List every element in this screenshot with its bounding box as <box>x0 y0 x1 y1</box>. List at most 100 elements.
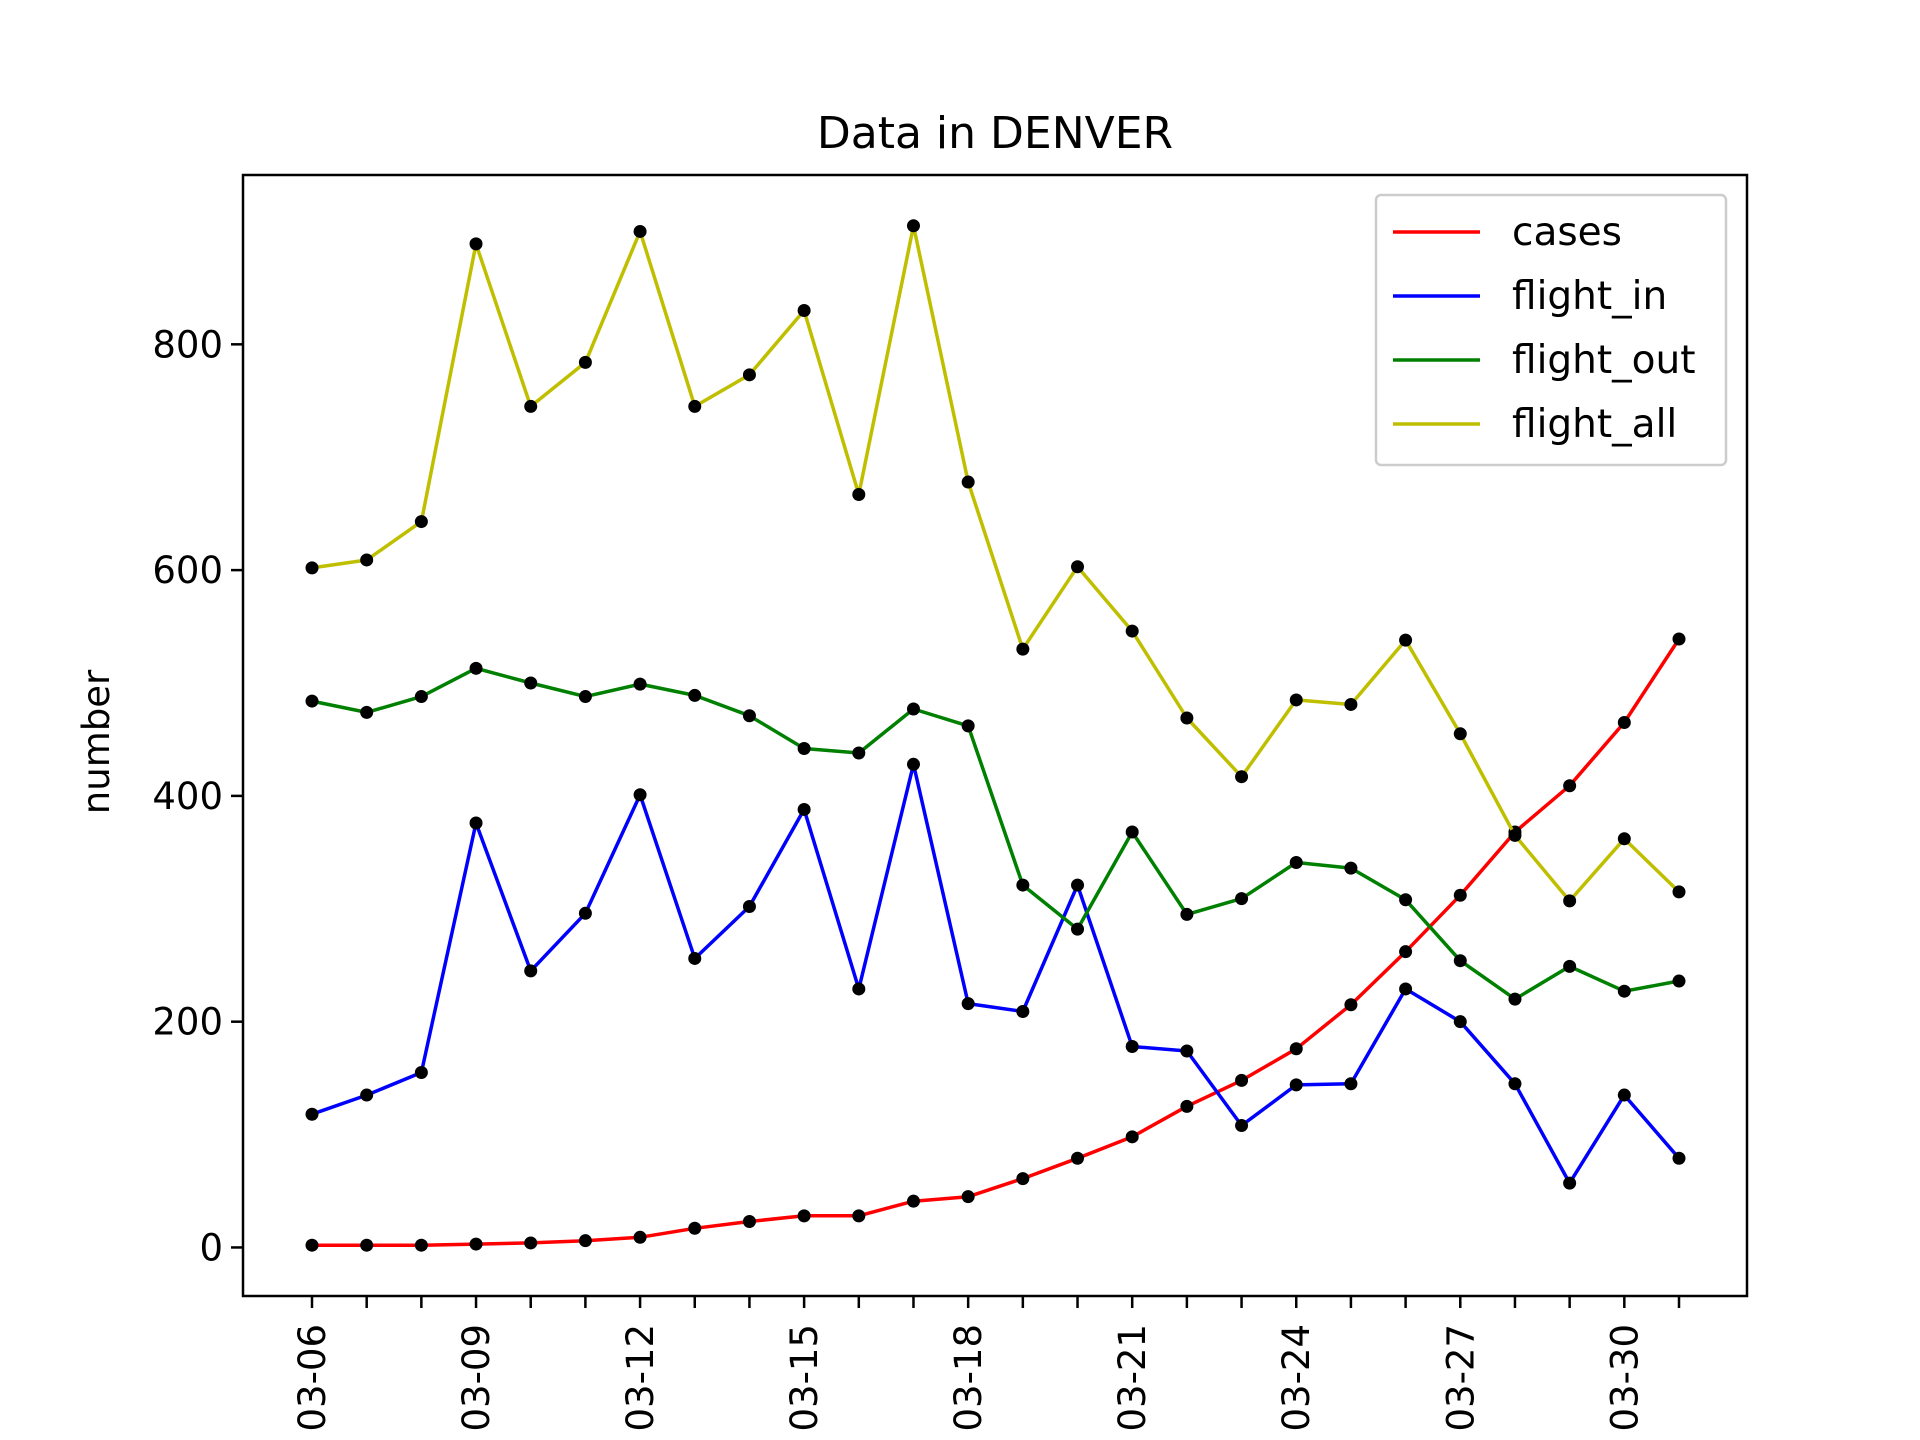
x-tick-label: 03-21 <box>1111 1324 1154 1432</box>
series-line <box>311 224 1681 903</box>
data-point <box>414 690 428 704</box>
data-point <box>1125 825 1139 839</box>
y-axis-label: number <box>75 669 118 814</box>
data-point <box>1508 992 1522 1006</box>
data-point <box>1508 1077 1522 1091</box>
data-point <box>524 399 538 413</box>
data-point <box>1508 828 1522 842</box>
data-point <box>1672 974 1686 988</box>
data-point <box>305 1238 319 1252</box>
series-line <box>311 762 1681 1185</box>
series-line <box>311 666 1680 1001</box>
data-point <box>852 1209 866 1223</box>
data-point <box>1344 998 1358 1012</box>
data-point <box>524 964 538 978</box>
data-point <box>1289 1042 1303 1056</box>
data-point <box>852 487 866 501</box>
data-point <box>1235 1119 1249 1133</box>
legend-label: flight_in <box>1512 274 1667 319</box>
data-point <box>1125 1130 1139 1144</box>
data-point <box>961 475 975 489</box>
y-tick-label: 800 <box>152 323 223 366</box>
data-point <box>906 702 920 716</box>
data-point <box>1617 984 1631 998</box>
x-tick-label: 03-18 <box>947 1324 990 1432</box>
data-point <box>1672 885 1686 899</box>
data-point <box>797 1209 811 1223</box>
legend-label: flight_all <box>1512 402 1677 447</box>
series-flight_all <box>305 219 1686 908</box>
data-point <box>469 661 483 675</box>
data-point <box>1289 1078 1303 1092</box>
legend: cases flight_in flight_out flight_all <box>1374 193 1728 467</box>
data-point <box>1180 711 1194 725</box>
series-layer <box>305 219 1686 1252</box>
data-point <box>1563 959 1577 973</box>
chart-title: Data in DENVER <box>817 108 1173 159</box>
data-point <box>852 982 866 996</box>
series-flight_out <box>305 661 1686 1006</box>
data-point <box>414 1065 428 1079</box>
data-point <box>961 1190 975 1204</box>
data-point <box>524 676 538 690</box>
data-point <box>1453 727 1467 741</box>
data-point <box>414 1238 428 1252</box>
y-tick-label: 600 <box>152 549 223 592</box>
data-point <box>578 355 592 369</box>
data-point <box>742 368 756 382</box>
data-point <box>688 688 702 702</box>
y-axis: 0 200 400 600 800 <box>152 323 243 1269</box>
data-point <box>469 1237 483 1251</box>
data-point <box>1180 907 1194 921</box>
data-point <box>1289 693 1303 707</box>
data-point <box>1235 1073 1249 1087</box>
data-point <box>469 237 483 251</box>
data-point <box>742 709 756 723</box>
data-point <box>1344 1077 1358 1091</box>
data-point <box>1180 1044 1194 1058</box>
data-point <box>1344 697 1358 711</box>
x-tick-label: 03-24 <box>1275 1324 1318 1432</box>
data-point <box>1563 779 1577 793</box>
data-point <box>578 906 592 920</box>
data-point <box>414 515 428 529</box>
data-point <box>1617 832 1631 846</box>
data-point <box>1617 1088 1631 1102</box>
data-point <box>1016 1005 1030 1019</box>
data-point <box>1180 1099 1194 1113</box>
data-point <box>1344 861 1358 875</box>
data-point <box>1125 1040 1139 1054</box>
x-tick-label: 03-27 <box>1439 1324 1482 1432</box>
data-point <box>1125 624 1139 638</box>
data-point <box>1016 642 1030 656</box>
data-point <box>797 802 811 816</box>
data-point <box>1071 922 1085 936</box>
data-point <box>1399 893 1413 907</box>
data-point <box>1235 770 1249 784</box>
y-tick-label: 0 <box>199 1226 223 1269</box>
data-point <box>852 746 866 760</box>
data-point <box>1235 892 1249 906</box>
data-point <box>633 788 647 802</box>
data-point <box>1672 1151 1686 1165</box>
data-point <box>633 224 647 238</box>
data-point <box>469 816 483 830</box>
x-tick-label: 03-15 <box>783 1324 826 1432</box>
series-cases <box>305 632 1686 1252</box>
data-point <box>797 741 811 755</box>
data-point <box>906 219 920 233</box>
data-point <box>1071 1151 1085 1165</box>
data-point <box>1563 894 1577 908</box>
data-point <box>360 1088 374 1102</box>
data-point <box>797 303 811 317</box>
legend-label: cases <box>1512 210 1622 255</box>
data-point <box>906 1194 920 1208</box>
data-point <box>305 561 319 575</box>
data-point <box>688 951 702 965</box>
data-point <box>1399 945 1413 959</box>
series-flight_in <box>305 757 1686 1190</box>
data-point <box>305 694 319 708</box>
data-point <box>578 1234 592 1248</box>
data-point <box>961 719 975 733</box>
